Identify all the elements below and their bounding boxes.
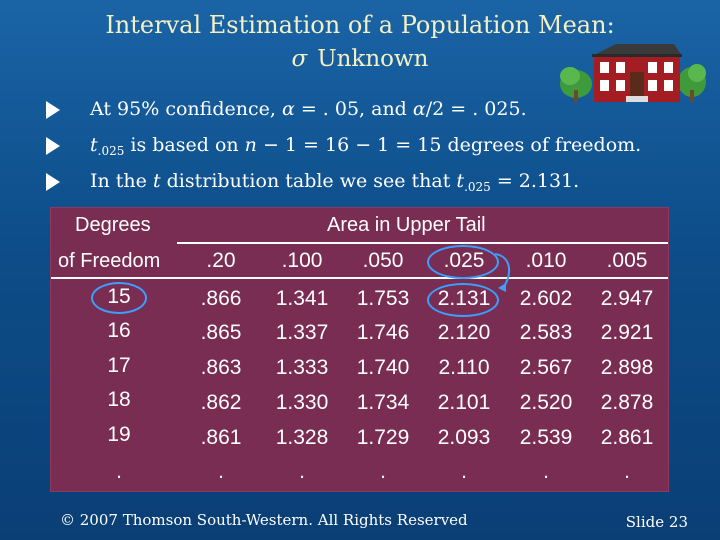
df-cell: . <box>116 460 122 483</box>
table-cell: . <box>624 460 630 483</box>
slide-title-line1: Interval Estimation of a Population Mean… <box>105 11 615 39</box>
table-cell: .861 <box>200 426 242 449</box>
bullet-text: At 95% confidence, α = . 05, and α/2 = .… <box>90 98 527 120</box>
sigma-symbol: σ <box>291 46 308 72</box>
table-cell: 2.602 <box>519 287 573 310</box>
table-cell: 1.734 <box>356 391 410 414</box>
df-cell: 18 <box>107 388 131 411</box>
table-cell: .866 <box>200 287 242 310</box>
df-cell: 17 <box>107 354 131 377</box>
table-cell: . <box>380 460 386 483</box>
table-cell: 1.729 <box>356 426 410 449</box>
table-cell: 2.583 <box>519 321 573 344</box>
table-cell: 1.333 <box>275 356 329 379</box>
table-cell: .862 <box>200 391 242 414</box>
column-header: .005 <box>606 249 648 272</box>
bullet-triangle-icon <box>46 101 60 119</box>
table-cell: 2.878 <box>600 391 654 414</box>
table-cell: 1.341 <box>275 287 329 310</box>
table-cell: 2.093 <box>437 426 491 449</box>
table-cell: 1.746 <box>356 321 410 344</box>
t-distribution-table: Degrees of Freedom Area in Upper Tail .2… <box>50 207 669 492</box>
header-degrees: Degrees <box>75 214 151 236</box>
df-cell: 16 <box>107 319 131 342</box>
slide-number: Slide 23 <box>625 513 688 531</box>
table-cell: 1.740 <box>356 356 410 379</box>
title-unknown: Unknown <box>317 46 429 72</box>
table-cell: . <box>543 460 549 483</box>
table-cell: 2.110 <box>438 356 490 379</box>
table-cell: .865 <box>200 321 242 344</box>
table-cell: 1.328 <box>275 426 329 449</box>
header-divider <box>177 242 668 244</box>
table-cell: 2.539 <box>519 426 573 449</box>
table-cell: 2.120 <box>437 321 491 344</box>
copyright-footer: © 2007 Thomson South-Western. All Rights… <box>60 511 468 529</box>
df-cell: 19 <box>107 423 131 446</box>
highlight-oval-df15 <box>91 282 147 314</box>
highlight-oval-col025 <box>427 245 499 279</box>
table-cell: . <box>299 460 305 483</box>
column-header: .20 <box>206 249 236 272</box>
header-divider <box>51 277 668 279</box>
table-cell: 1.337 <box>275 321 329 344</box>
table-cell: 2.921 <box>600 321 654 344</box>
table-cell: .863 <box>200 356 242 379</box>
table-cell: 2.101 <box>437 391 491 414</box>
highlight-arrow-icon <box>494 253 511 292</box>
slide-title-line2: σ Unknown <box>0 44 720 74</box>
table-cell: 2.861 <box>600 426 654 449</box>
table-cell: 2.898 <box>600 356 654 379</box>
table-cell: 2.947 <box>600 287 654 310</box>
bullet-text: t.025 is based on n − 1 = 16 − 1 = 15 de… <box>90 134 642 158</box>
bullet-text: In the t distribution table we see that … <box>90 170 580 194</box>
table-cell: 1.753 <box>356 287 410 310</box>
column-header: .010 <box>525 249 567 272</box>
bullet-triangle-icon <box>46 173 60 191</box>
table-cell: 2.520 <box>519 391 573 414</box>
house-clipart-icon <box>560 44 706 102</box>
highlight-oval-value <box>427 283 499 317</box>
table-cell: . <box>218 460 224 483</box>
bullet-triangle-icon <box>46 137 60 155</box>
table-cell: 1.330 <box>275 391 329 414</box>
column-header: .100 <box>281 249 323 272</box>
header-area-upper-tail: Area in Upper Tail <box>327 214 486 236</box>
column-header: .050 <box>362 249 404 272</box>
table-cell: . <box>461 460 467 483</box>
table-cell: 2.567 <box>519 356 573 379</box>
header-of-freedom: of Freedom <box>58 250 161 272</box>
